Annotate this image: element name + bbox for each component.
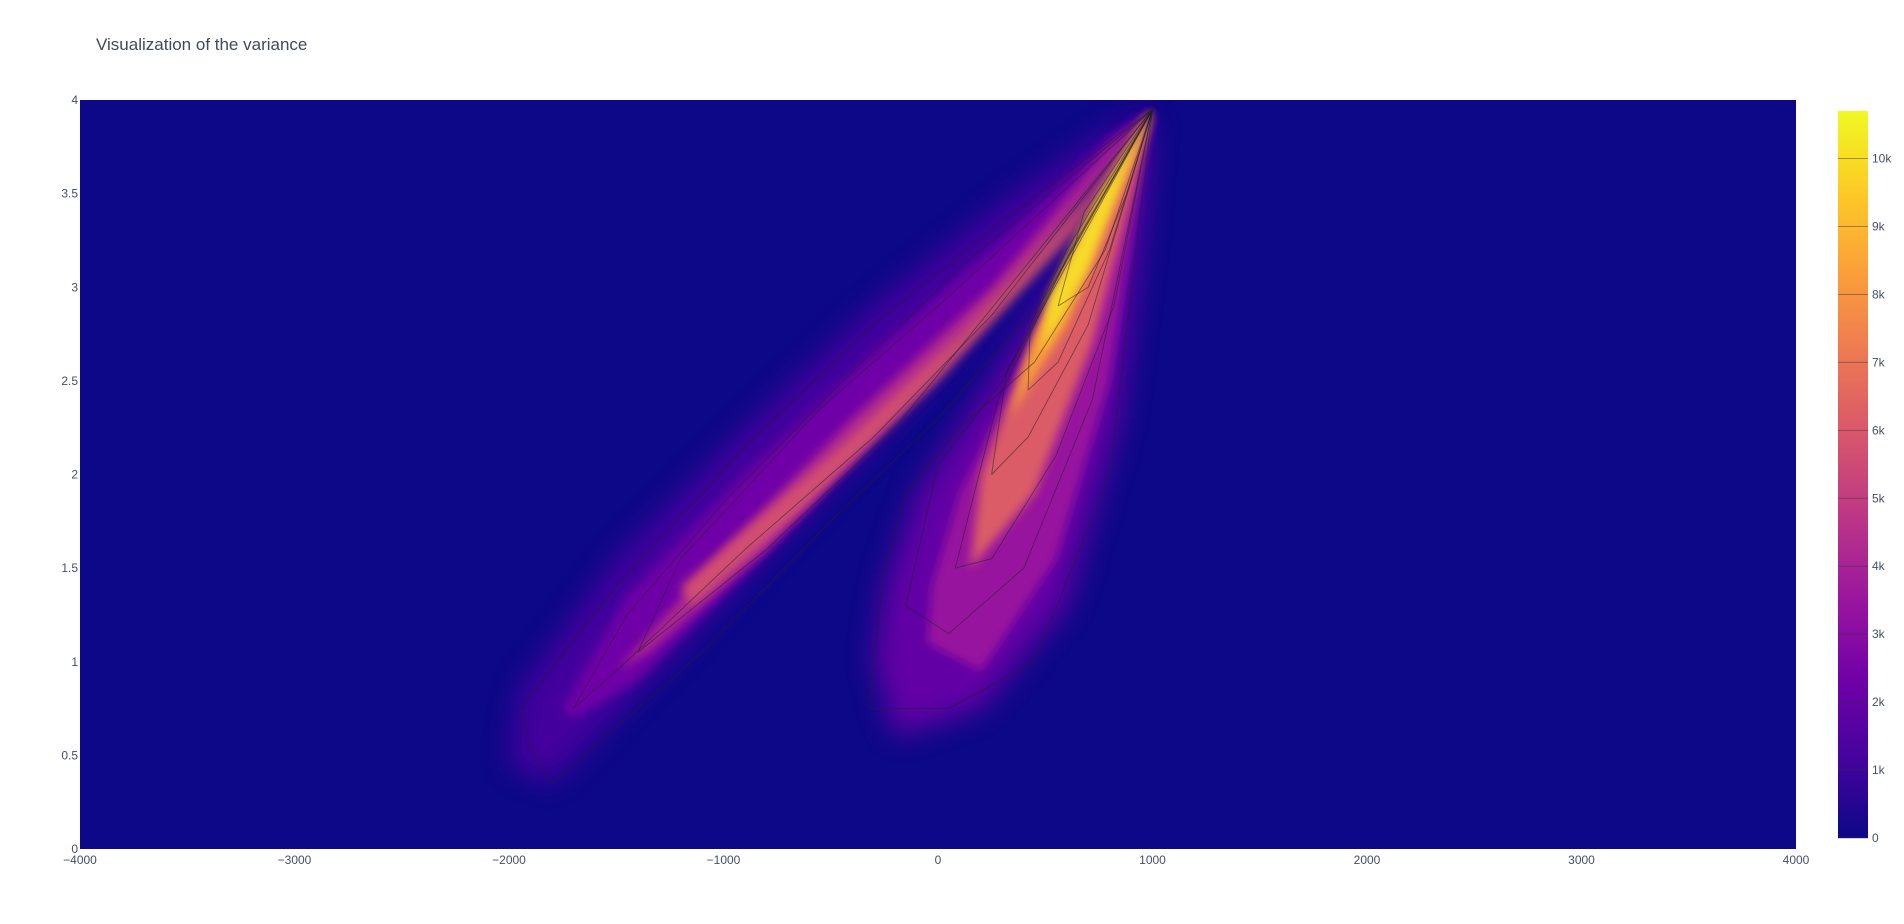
inner-lobe-layer	[970, 109, 1153, 569]
heatmap-field	[509, 109, 1153, 784]
colorbar-tick-label: 4k	[1872, 559, 1886, 573]
contour-line	[1057, 108, 1153, 307]
colorbar-tick-label: 1k	[1872, 763, 1886, 777]
x-axis: −4000 −3000 −2000 −1000 0 1000 2000 3000 4000	[63, 853, 1810, 867]
colorbar-tick-label: 0	[1872, 831, 1879, 845]
colorbar-tick-label: 5k	[1872, 491, 1886, 505]
y-axis: 0 0.5 1 1.5 2 2.5 3 3.5 4	[61, 93, 78, 856]
contour-line	[868, 108, 1153, 710]
colorbar-tick-label: 6k	[1872, 423, 1886, 437]
colorbar-tick-label: 2k	[1872, 695, 1886, 709]
colorbar-tick-label: 9k	[1872, 220, 1886, 234]
contour-line	[519, 108, 1153, 784]
heatmap-plot-area	[80, 100, 1796, 849]
inner-lobe-layer	[1041, 109, 1153, 353]
y-tick-label: 2	[71, 468, 78, 482]
x-tick-label: −2000	[492, 853, 526, 867]
contour-lines	[519, 108, 1153, 784]
y-tick-label: 0	[71, 842, 78, 856]
contour-line	[954, 108, 1153, 569]
x-tick-label: 3000	[1568, 853, 1595, 867]
y-tick-label: 4	[71, 93, 78, 107]
colorbar-tick-label: 8k	[1872, 287, 1886, 301]
chart-title: Visualization of the variance	[96, 35, 307, 54]
y-tick-label: 1.5	[61, 561, 78, 575]
x-tick-label: 0	[935, 853, 942, 867]
colorbar-tick-label: 10k	[1872, 152, 1892, 166]
x-tick-label: 1000	[1139, 853, 1166, 867]
y-tick-label: 0.5	[61, 748, 78, 762]
x-tick-label: −3000	[278, 853, 312, 867]
colorbar-gradient	[1838, 111, 1868, 838]
y-tick-label: 3.5	[61, 187, 78, 201]
x-tick-label: −1000	[707, 853, 741, 867]
y-tick-label: 1	[71, 655, 78, 669]
contour-line	[637, 108, 1153, 653]
x-tick-label: −4000	[63, 853, 97, 867]
colorbar-tick-label: 3k	[1872, 627, 1886, 641]
x-tick-label: 4000	[1783, 853, 1810, 867]
colorbar: 0 1k 2k 3k 4k 5k 6k 7k 8k 9k 10k	[1838, 111, 1892, 845]
y-tick-label: 3	[71, 280, 78, 294]
diagonal-ridge-core	[680, 109, 1153, 606]
y-tick-label: 2.5	[61, 374, 78, 388]
x-tick-label: 2000	[1354, 853, 1381, 867]
colorbar-tick-label: 7k	[1872, 355, 1886, 369]
